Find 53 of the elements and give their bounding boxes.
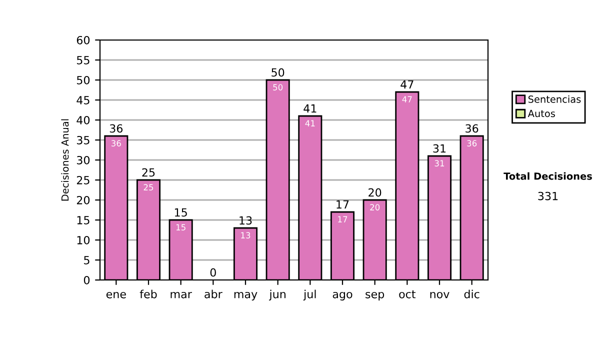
total-label: 47 [400, 80, 414, 88]
data-label: 17 [338, 216, 348, 222]
legend-label: Sentencias [528, 95, 581, 103]
y-tick-label: 45 [76, 96, 90, 104]
x-tick-label: mar [170, 292, 192, 298]
y-tick-label: 55 [76, 56, 90, 64]
data-label: 36 [467, 140, 477, 146]
data-label: 31 [434, 160, 444, 166]
y-tick-label: 0 [84, 276, 90, 284]
data-label: 50 [273, 84, 283, 90]
total-label: 15 [174, 208, 187, 217]
data-label: 25 [144, 184, 154, 190]
total-label: 41 [304, 104, 316, 112]
y-tick-label: 60 [76, 36, 90, 44]
data-label: 41 [305, 120, 315, 126]
y-axis-title: Decisiones Anual [61, 119, 69, 201]
x-tick-label: feb [140, 290, 157, 298]
y-tick-label: 30 [76, 156, 90, 164]
x-tick-label: jun [269, 290, 286, 300]
total-label: 0 [210, 268, 216, 277]
data-label: 47 [402, 96, 412, 102]
data-label: 15 [176, 224, 186, 230]
text: Total Decisiones [504, 172, 592, 180]
x-tick-label: dic [464, 290, 480, 298]
total-label: 25 [142, 168, 155, 177]
y-tick-label: 25 [76, 176, 90, 184]
y-tick-label: 40 [76, 116, 90, 124]
data-label: 20 [370, 204, 380, 210]
y-tick-label: 5 [84, 256, 90, 264]
x-tick-label: oct [399, 290, 416, 298]
total-label: 20 [368, 188, 382, 197]
y-tick-label: 50 [76, 76, 90, 84]
y-tick-label: 15 [77, 216, 90, 224]
x-tick-label: jul [303, 290, 316, 300]
total-label: 31 [433, 144, 446, 153]
legend-label: Autos [528, 110, 555, 118]
x-tick-label: ago [332, 292, 352, 300]
x-tick-label: abr [204, 290, 222, 298]
x-tick-label: ene [106, 292, 126, 298]
y-tick-label: 35 [76, 136, 90, 144]
text: 331 [538, 192, 558, 200]
data-label: 36 [112, 140, 121, 146]
data-label: 13 [241, 232, 250, 238]
x-tick-label: nov [430, 292, 450, 298]
total-label: 17 [336, 200, 349, 208]
y-tick-label: 20 [76, 196, 90, 204]
total-label: 36 [466, 124, 478, 133]
total-label: 50 [272, 68, 284, 77]
y-tick-label: 10 [77, 236, 90, 244]
total-label: 36 [110, 124, 123, 133]
x-tick-label: may [234, 292, 258, 300]
x-tick-label: sep [366, 292, 384, 300]
total-label: 13 [240, 216, 252, 225]
